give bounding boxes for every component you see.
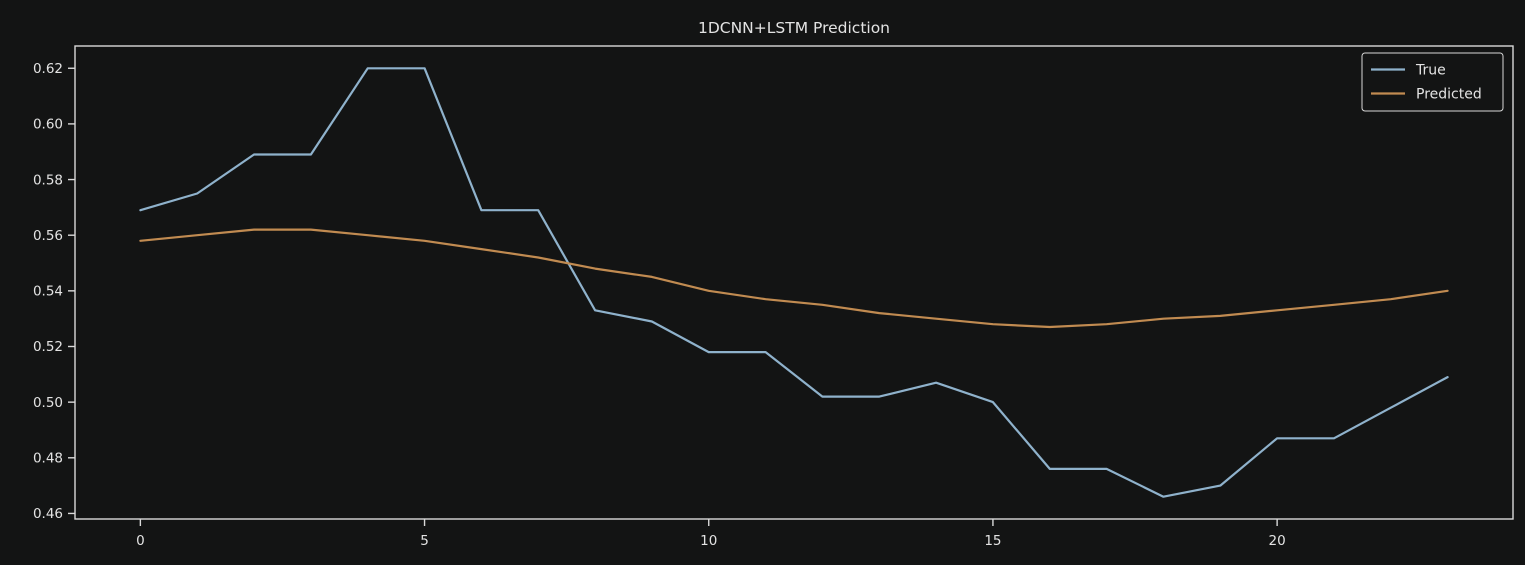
legend-box [1361,52,1504,112]
predicted-line [139,228,1449,329]
y-tick-label: 0.54 [33,284,63,300]
y-tick-label: 0.60 [33,117,63,133]
true-line [139,67,1449,498]
x-axis-ticks: 0 5 10 15 20 [136,519,1286,549]
legend-label-predicted: Predicted [1416,87,1482,103]
x-tick-label: 5 [420,533,429,549]
chart-title: 1DCNN+LSTM Prediction [698,19,890,37]
y-tick-label: 0.46 [33,506,63,522]
legend-label-true: True [1415,63,1446,79]
y-axis-ticks: 0.46 0.48 0.50 0.52 0.54 0.56 0.58 0.60 0.62 [33,61,75,522]
x-tick-label: 10 [700,533,717,549]
y-tick-label: 0.62 [33,61,63,77]
y-tick-label: 0.52 [33,339,63,355]
x-tick-label: 15 [984,533,1001,549]
y-tick-label: 0.56 [33,228,63,244]
x-tick-label: 0 [136,533,145,549]
series-lines [139,67,1449,498]
x-tick-label: 20 [1269,533,1286,549]
y-tick-label: 0.48 [33,450,63,466]
y-tick-label: 0.50 [33,395,63,411]
legend: True Predicted [1361,52,1504,112]
plot-area [74,45,1514,520]
y-tick-label: 0.58 [33,172,63,188]
